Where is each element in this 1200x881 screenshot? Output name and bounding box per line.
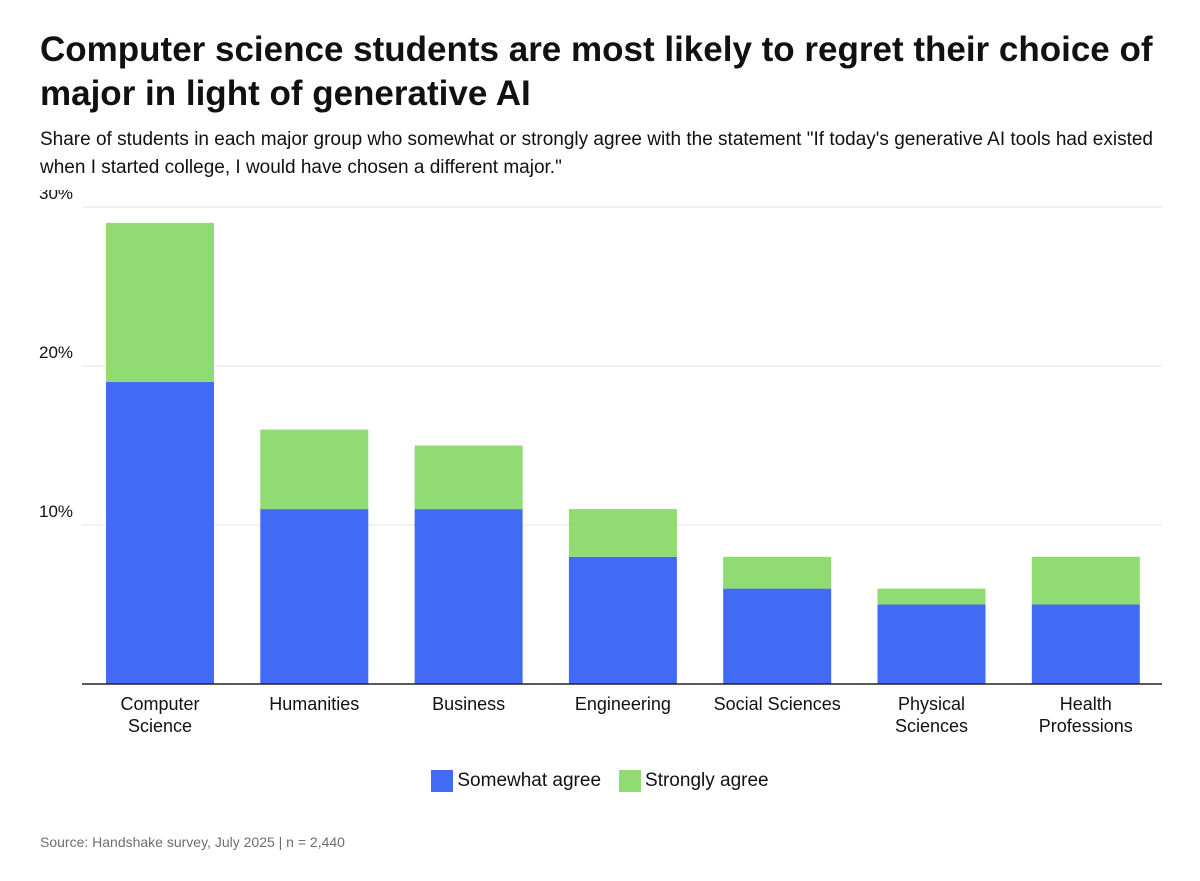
x-tick-label: Professions	[1039, 716, 1133, 736]
bar-somewhat	[723, 588, 832, 684]
legend-label-somewhat: Somewhat agree	[457, 770, 602, 791]
bar-somewhat	[1031, 604, 1140, 684]
bar-strongly	[260, 429, 369, 510]
bar-strongly	[568, 509, 677, 557]
x-tick-label: Humanities	[269, 694, 359, 714]
bar-strongly	[414, 445, 523, 510]
x-tick-label: Science	[128, 716, 192, 736]
source-note: Source: Handshake survey, July 2025 | n …	[40, 834, 345, 850]
x-tick-label: Physical	[898, 694, 965, 714]
bar-somewhat	[877, 604, 986, 684]
bar-strongly	[1031, 556, 1140, 605]
bar-somewhat	[106, 381, 214, 684]
legend: Somewhat agree Strongly agree	[0, 770, 1200, 792]
chart-subtitle: Share of students in each major group wh…	[40, 129, 1153, 178]
bar-strongly	[106, 222, 214, 382]
legend-label-strongly: Strongly agree	[645, 770, 769, 791]
y-tick-label: 10%	[39, 502, 73, 521]
legend-item-somewhat: Somewhat agree	[431, 770, 601, 792]
bar-somewhat	[260, 509, 369, 684]
bar-somewhat	[568, 556, 677, 684]
x-tick-label: Computer	[120, 694, 199, 714]
bar-strongly	[723, 556, 832, 589]
x-tick-label: Health	[1060, 694, 1112, 714]
bar-strongly	[877, 588, 986, 605]
x-tick-label: Engineering	[575, 694, 671, 714]
bar-somewhat	[414, 509, 523, 684]
x-tick-label: Sciences	[895, 716, 968, 736]
legend-swatch-strongly	[619, 770, 642, 792]
x-tick-label: Business	[432, 694, 505, 714]
y-tick-label: 30%	[39, 190, 73, 203]
chart-title: Computer science students are most likel…	[40, 30, 1153, 113]
y-tick-label: 20%	[39, 343, 73, 362]
legend-item-strongly: Strongly agree	[619, 770, 769, 792]
x-tick-label: Social Sciences	[714, 694, 841, 714]
legend-swatch-somewhat	[431, 770, 454, 792]
